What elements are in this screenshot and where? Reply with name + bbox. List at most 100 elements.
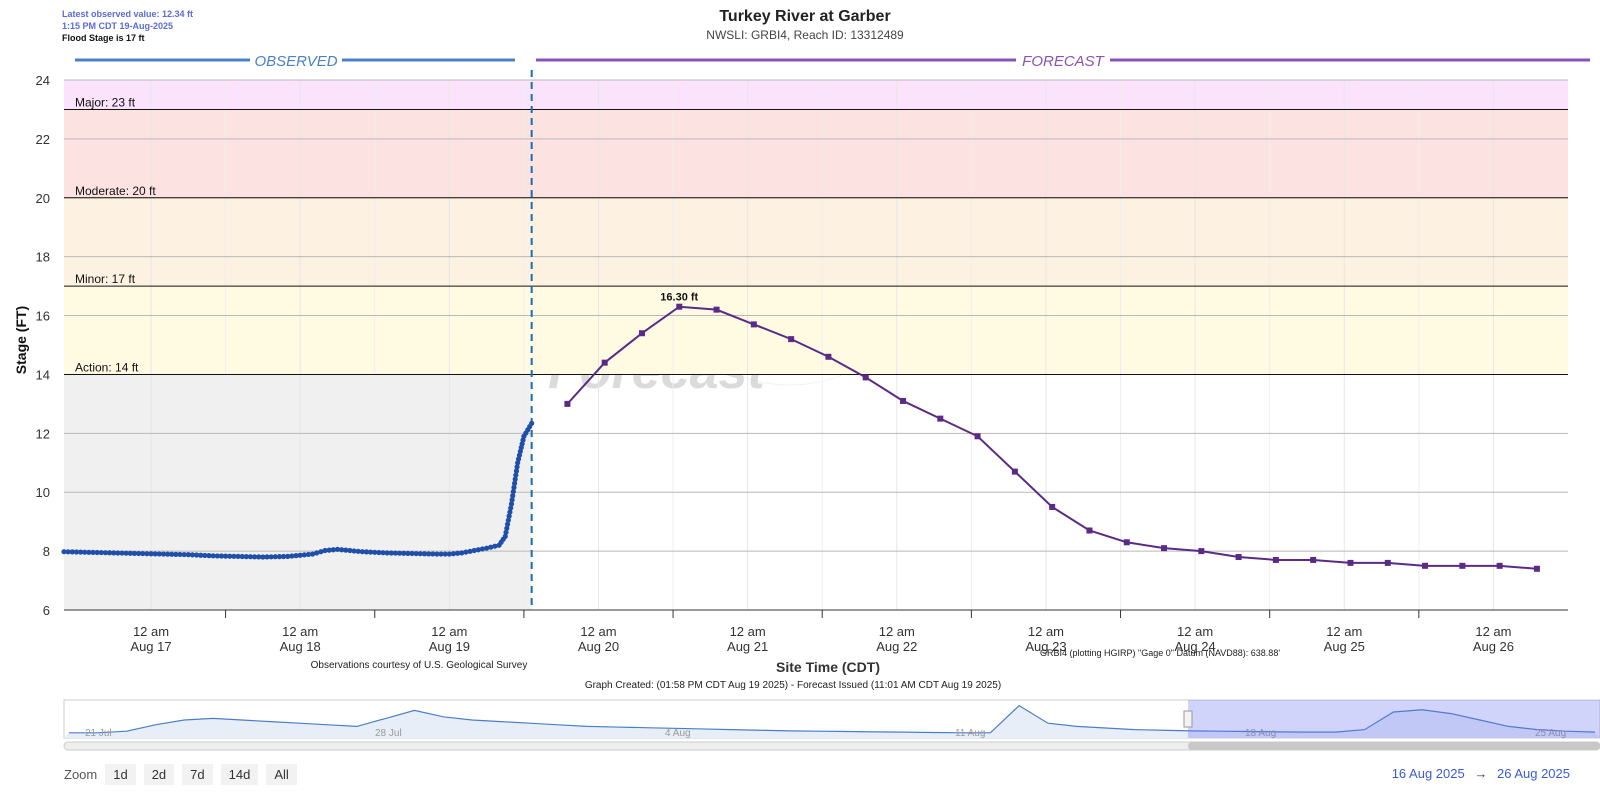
latest-value: Latest observed value: 12.34 ft — [62, 9, 194, 19]
flood-category-label: Moderate: 20 ft — [75, 184, 156, 198]
x-tick-label: Aug 25 — [1324, 639, 1365, 654]
observed-point — [463, 549, 469, 555]
zoom-14d-button[interactable]: 14d — [220, 764, 259, 785]
observed-point — [177, 551, 183, 558]
navigator-selection[interactable] — [1188, 700, 1600, 738]
observed-point — [529, 420, 535, 426]
forecast-point — [1123, 539, 1130, 546]
observed-point — [119, 550, 125, 556]
observed-point — [90, 549, 96, 555]
x-tick-label: 12 am — [1028, 624, 1064, 639]
peak-annotation: 16.30 ft — [660, 292, 698, 304]
observed-point — [106, 550, 113, 556]
observed-point — [442, 551, 448, 557]
y-tick-label: 20 — [36, 191, 50, 206]
x-tick-label: Aug 19 — [429, 639, 470, 654]
observed-point — [512, 476, 518, 482]
observed-point — [264, 554, 270, 560]
observed-point — [503, 529, 509, 535]
forecast-point — [1198, 548, 1205, 555]
observed-point — [227, 553, 233, 559]
zoom-2d-button[interactable]: 2d — [143, 764, 175, 785]
observed-point — [338, 547, 345, 553]
observed-point — [368, 549, 374, 555]
observed-point — [214, 553, 220, 559]
observed-point — [309, 551, 316, 557]
observed-point — [152, 551, 158, 557]
observed-section-label: OBSERVED — [254, 53, 337, 70]
observed-point — [235, 553, 241, 560]
observed-point — [426, 551, 432, 557]
observed-point — [135, 550, 142, 557]
observed-point — [289, 553, 295, 559]
x-tick-label: Aug 24 — [1175, 639, 1216, 654]
observed-point — [115, 550, 121, 556]
chart-subtitle: NWSLI: GRBI4, Reach ID: 13312489 — [706, 28, 904, 42]
zoom-7d-button[interactable]: 7d — [182, 764, 213, 785]
x-tick-label: 12 am — [1177, 624, 1213, 639]
observed-point — [285, 553, 291, 560]
latest-observed: Latest observed value: 12.34 ft 1:15 PM … — [62, 8, 193, 32]
observed-point — [148, 551, 154, 557]
range-from[interactable]: 16 Aug 2025 — [1391, 766, 1465, 781]
navigator-line — [69, 704, 1596, 734]
forecast-point — [676, 303, 683, 310]
observed-point — [102, 550, 109, 556]
observed-point — [280, 553, 287, 560]
forecast-point — [900, 397, 907, 404]
observed-point — [144, 551, 150, 557]
observed-point — [268, 554, 274, 560]
observed-point — [314, 550, 320, 556]
data-series[interactable]: 16.30 ft — [61, 292, 1540, 572]
observed-point — [504, 521, 511, 527]
observed-point — [251, 554, 258, 560]
forecast-point — [825, 353, 832, 360]
forecast-point — [1011, 468, 1018, 475]
range-to[interactable]: 26 Aug 2025 — [1496, 766, 1570, 781]
forecast-point — [1384, 559, 1391, 566]
observed-point — [164, 551, 171, 557]
x-tick-label: 12 am — [1475, 624, 1511, 639]
observed-point — [111, 550, 117, 556]
navigator-left-handle[interactable] — [1183, 710, 1193, 728]
observed-point — [372, 549, 378, 555]
y-tick-label: 22 — [36, 132, 50, 147]
observed-point — [504, 525, 510, 531]
forecast-point — [1235, 554, 1242, 560]
observed-point — [509, 497, 515, 503]
observed-point — [417, 551, 423, 557]
datum-note: GRBI4 (plotting HGIRP) "Gage 0" Datum (N… — [1040, 648, 1280, 658]
observed-point — [376, 549, 382, 556]
moderate-band — [64, 109, 1568, 198]
x-tick-label: 12 am — [282, 624, 318, 639]
observed-point — [508, 505, 514, 511]
observed-point — [297, 552, 303, 558]
zoom-all-button[interactable]: All — [266, 764, 297, 785]
x-tick-label: 12 am — [133, 624, 169, 639]
navigator-scrollbar-thumb[interactable] — [1188, 742, 1600, 750]
y-tick-label: 18 — [36, 250, 50, 265]
observed-point — [388, 550, 394, 556]
x-tick-label: 12 am — [1326, 624, 1362, 639]
observed-point — [380, 550, 386, 556]
observed-point — [243, 554, 249, 560]
observed-point — [318, 549, 324, 555]
observed-point — [401, 550, 407, 556]
observed-point — [218, 553, 225, 559]
observed-point — [513, 472, 519, 478]
observed-point — [363, 549, 370, 555]
observed-point — [231, 553, 237, 559]
observed-point — [430, 551, 436, 557]
observed-point — [467, 548, 473, 554]
forecast-point — [601, 359, 608, 366]
y-tick-label: 10 — [36, 485, 50, 500]
zoom-1d-button[interactable]: 1d — [105, 764, 136, 785]
observed-point — [507, 509, 513, 515]
observed-point — [86, 549, 92, 555]
observed-point — [239, 553, 245, 560]
observed-point — [397, 550, 403, 556]
observed-point — [514, 464, 520, 470]
observed-point — [343, 547, 349, 553]
flood-stage: Flood Stage is 17 ft — [62, 33, 145, 43]
navigator[interactable]: 21 Jul 28 Jul 4 Aug 11 Aug 18 Aug 25 Aug — [63, 699, 1600, 751]
